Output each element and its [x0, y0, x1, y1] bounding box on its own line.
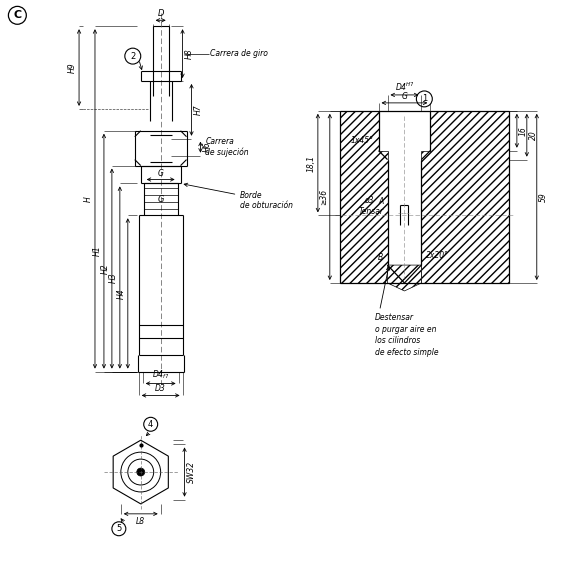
- Text: ≥36: ≥36: [319, 189, 328, 205]
- Text: H7: H7: [193, 104, 203, 115]
- Text: 2: 2: [130, 52, 136, 61]
- Text: D4$^{H7}$: D4$^{H7}$: [395, 81, 414, 93]
- Text: Borde
de obturación: Borde de obturación: [184, 183, 293, 210]
- Text: D: D: [157, 10, 164, 19]
- Text: 1x45°: 1x45°: [350, 136, 374, 145]
- Text: 4: 4: [148, 420, 153, 429]
- Text: C: C: [13, 10, 22, 20]
- Text: G: G: [158, 168, 164, 177]
- Text: 2x20°: 2x20°: [427, 251, 449, 260]
- Text: Tensar: Tensar: [359, 208, 384, 217]
- Polygon shape: [340, 111, 388, 283]
- Text: H9: H9: [68, 62, 77, 73]
- Text: G: G: [157, 195, 164, 204]
- Text: B: B: [378, 252, 384, 261]
- Circle shape: [137, 468, 145, 476]
- Text: 5: 5: [116, 525, 122, 534]
- Text: H2: H2: [101, 263, 110, 274]
- Text: G: G: [402, 92, 407, 101]
- Text: 1: 1: [422, 94, 427, 103]
- Text: H8: H8: [184, 48, 194, 59]
- Text: 16: 16: [519, 126, 528, 136]
- Text: 59: 59: [539, 192, 548, 202]
- Text: SW32: SW32: [186, 461, 196, 483]
- Text: H: H: [84, 196, 93, 202]
- Text: Carrera
de sujeción: Carrera de sujeción: [205, 137, 249, 157]
- Text: D3: D3: [155, 384, 166, 393]
- Text: 20: 20: [529, 130, 538, 140]
- Text: 18,1: 18,1: [307, 155, 316, 172]
- Text: H3: H3: [109, 272, 118, 283]
- Text: ø3: ø3: [364, 196, 374, 205]
- Text: Destensar
o purgar aire en
los cilindros
de efecto simple: Destensar o purgar aire en los cilindros…: [375, 313, 438, 357]
- Text: H1: H1: [93, 246, 102, 256]
- Text: Carrera de giro: Carrera de giro: [211, 49, 268, 58]
- Text: A: A: [378, 197, 384, 206]
- Polygon shape: [388, 265, 421, 291]
- Text: D4$_{f7}$: D4$_{f7}$: [152, 369, 169, 381]
- Polygon shape: [421, 111, 509, 283]
- Text: L8: L8: [136, 517, 146, 526]
- Text: H4: H4: [117, 288, 126, 299]
- Text: H6: H6: [203, 142, 211, 153]
